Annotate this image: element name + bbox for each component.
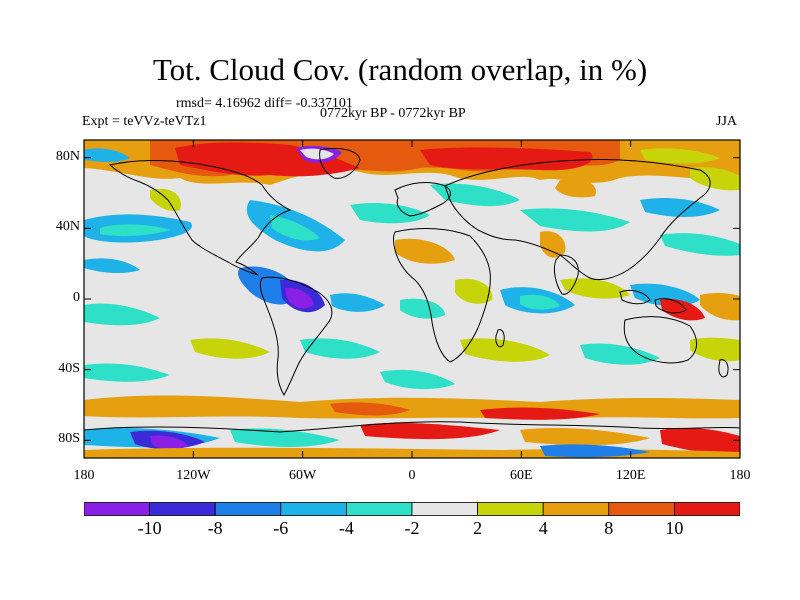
lon-tick-label: 120E <box>615 468 646 483</box>
lon-tick-label: 120W <box>176 468 211 483</box>
colorbar-swatch <box>149 502 216 516</box>
season-text: JJA <box>716 114 738 129</box>
lon-tick-label: 180 <box>73 468 95 483</box>
lat-tick-label: 40N <box>55 219 80 235</box>
colorbar-swatch <box>674 502 740 516</box>
colorbar-swatch <box>84 502 150 516</box>
colorbar-label: 8 <box>604 518 614 538</box>
colorbar-label: -10 <box>137 518 162 538</box>
lat-tick-label: 0 <box>73 290 80 305</box>
coastlines <box>84 147 740 433</box>
anomaly-field <box>84 140 740 458</box>
colorbar-swatch <box>477 502 544 516</box>
colorbar-label: -8 <box>207 518 223 538</box>
colorbar-label: 4 <box>538 518 548 538</box>
lon-tick-label: 180 <box>729 468 751 483</box>
lon-tick-label: 60E <box>510 468 533 483</box>
colorbar-swatch <box>214 502 282 516</box>
lat-tick-label: 80S <box>58 431 80 447</box>
lon-tick-label: 0 <box>408 468 416 483</box>
colorbar-swatch <box>345 502 413 516</box>
lat-tick-label: 40S <box>58 360 80 376</box>
colorbar-swatch <box>608 502 675 516</box>
colorbar-swatch <box>542 502 610 516</box>
colorbar-label: 2 <box>473 518 483 538</box>
lat-tick-label: 80N <box>55 148 80 164</box>
colorbar-swatch <box>411 502 478 516</box>
lat-ticks <box>84 157 740 441</box>
colorbar <box>84 502 740 516</box>
lon-tick-label: 60W <box>289 468 317 483</box>
colorbar-label: -2 <box>404 518 420 538</box>
experiment-text: Expt = teVVz-teVTz1 <box>82 114 207 129</box>
colorbar-label: -4 <box>338 518 354 538</box>
stats-text: rmsd= 4.16962 diff= -0.337101 <box>176 96 353 111</box>
map-title: Tot. Cloud Cov. (random overlap, in %) <box>152 52 648 87</box>
colorbar-swatch <box>280 502 347 516</box>
colorbar-label: -6 <box>273 518 289 538</box>
period-text: 0772kyr BP - 0772kyr BP <box>320 106 466 121</box>
colorbar-label: 10 <box>665 518 684 538</box>
lon-ticks <box>83 140 741 458</box>
